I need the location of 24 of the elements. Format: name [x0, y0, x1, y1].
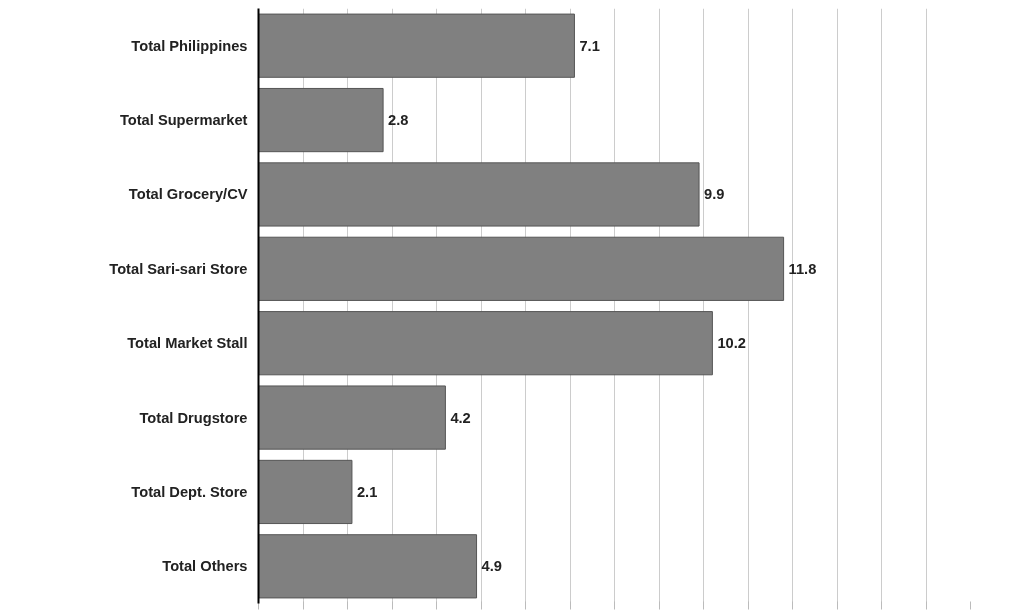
y-tick-label: Total Grocery/CV	[128, 186, 248, 203]
data-label: 7.1	[579, 37, 600, 54]
bar	[258, 311, 713, 376]
bar	[258, 13, 575, 78]
bar	[258, 87, 384, 153]
y-tick-label: Total Supermarket	[119, 112, 248, 129]
bar	[258, 236, 785, 301]
y-tick-label: Total Dept. Store	[131, 483, 248, 500]
data-label: 4.2	[450, 409, 471, 426]
data-label: 4.9	[481, 558, 502, 575]
y-tick-label: Total Market Stall	[127, 335, 248, 352]
data-label: 11.8	[788, 260, 817, 277]
y-tick-label: Total Sari-sari Store	[109, 260, 248, 277]
data-label: 2.8	[388, 112, 409, 129]
bar	[258, 459, 353, 525]
data-label: 10.2	[717, 335, 746, 352]
bar	[258, 385, 446, 450]
bar	[258, 162, 700, 227]
y-tick-label: Total Others	[162, 558, 248, 575]
bar	[258, 534, 478, 599]
data-label: 9.9	[704, 186, 725, 203]
data-label: 2.1	[356, 483, 378, 500]
y-tick-label: Total Philippines	[131, 37, 248, 54]
y-tick-label: Total Drugstore	[139, 409, 248, 426]
